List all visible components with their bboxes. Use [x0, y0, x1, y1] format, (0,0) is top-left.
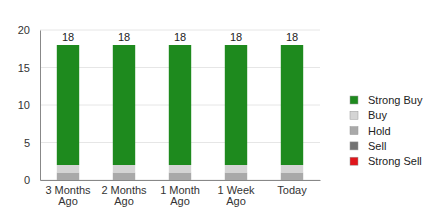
x-tick-label-line: 3 Months [45, 184, 91, 196]
legend-item: Strong Sell [350, 155, 422, 167]
legend-swatch [350, 157, 358, 165]
y-tick: 15 [18, 62, 40, 74]
totals: 18 18 18 18 18 [62, 31, 298, 43]
legend-item: Strong Buy [350, 94, 423, 106]
legend-swatch [350, 111, 358, 119]
bar-segment [57, 45, 79, 165]
total-label: 18 [174, 31, 186, 43]
x-tick-label: Today [277, 184, 307, 196]
bar-segment [225, 165, 247, 173]
x-tick-label-line: Today [277, 184, 307, 196]
x-tick-label: 1 MonthAgo [160, 184, 200, 208]
bar-segment [225, 45, 247, 165]
bars [57, 45, 303, 180]
bar-segment [57, 165, 79, 173]
y-axis-line [40, 31, 41, 181]
x-axis-line [41, 180, 321, 181]
y-tick: 0 [24, 174, 40, 186]
y-tick-label: 5 [24, 137, 30, 149]
bar-segment [113, 45, 135, 165]
x-tick-label-line: Ago [114, 195, 134, 207]
x-tick-label-line: 2 Months [101, 184, 147, 196]
x-tick-label-line: 1 Week [217, 184, 255, 196]
bar-segment [281, 45, 303, 165]
x-tick: 1 MonthAgo [160, 180, 200, 207]
x-tick-label-line: Ago [170, 195, 190, 207]
total-label: 18 [62, 31, 74, 43]
legend-label: Buy [368, 109, 387, 121]
x-tick: 2 MonthsAgo [101, 180, 147, 207]
bar-segment [225, 173, 247, 181]
bar-segment [281, 173, 303, 181]
legend-label: Hold [368, 125, 391, 137]
y-tick: 10 [18, 99, 40, 111]
y-tick: 5 [24, 137, 40, 149]
total-label: 18 [118, 31, 130, 43]
legend-item: Buy [350, 109, 387, 121]
legend-item: Hold [350, 125, 391, 137]
total-label: 18 [286, 31, 298, 43]
total-label: 18 [230, 31, 242, 43]
bar-segment [57, 173, 79, 181]
y-tick-label: 15 [18, 62, 30, 74]
x-tick: Today [277, 180, 307, 196]
legend-item: Sell [350, 140, 386, 152]
x-tick-label-line: Ago [58, 195, 78, 207]
legend-swatch [350, 96, 358, 104]
y-tick: 20 [18, 24, 40, 36]
x-tick: 1 WeekAgo [217, 180, 255, 207]
bar-segment [113, 165, 135, 173]
y-tick-label: 10 [18, 99, 30, 111]
bar-segment [169, 45, 191, 165]
bar-segment [113, 173, 135, 181]
legend: Strong Buy Buy Hold Sell Strong Sell [350, 94, 423, 167]
legend-swatch [350, 127, 358, 135]
x-axis: 3 MonthsAgo2 MonthsAgo1 MonthAgo1 WeekAg… [41, 180, 321, 207]
legend-swatch [350, 142, 358, 150]
y-tick-label: 20 [18, 24, 30, 36]
bar-segment [169, 173, 191, 181]
bar-segment [281, 165, 303, 173]
x-tick: 3 MonthsAgo [45, 180, 91, 207]
x-tick-label-line: Ago [226, 195, 246, 207]
bar-segment [169, 165, 191, 173]
x-tick-label: 3 MonthsAgo [45, 184, 91, 208]
x-tick-label: 2 MonthsAgo [101, 184, 147, 208]
x-tick-label-line: 1 Month [160, 184, 200, 196]
grid [40, 30, 320, 180]
legend-label: Sell [368, 140, 386, 152]
y-axis: 0 5 10 15 20 [18, 24, 41, 186]
legend-label: Strong Buy [368, 94, 423, 106]
plot: 1818181818051015203 MonthsAgo2 MonthsAgo… [18, 24, 321, 207]
chart: 1818181818051015203 MonthsAgo2 MonthsAgo… [0, 0, 440, 220]
x-tick-label: 1 WeekAgo [217, 184, 255, 208]
y-tick-label: 0 [24, 174, 30, 186]
legend-label: Strong Sell [368, 155, 422, 167]
